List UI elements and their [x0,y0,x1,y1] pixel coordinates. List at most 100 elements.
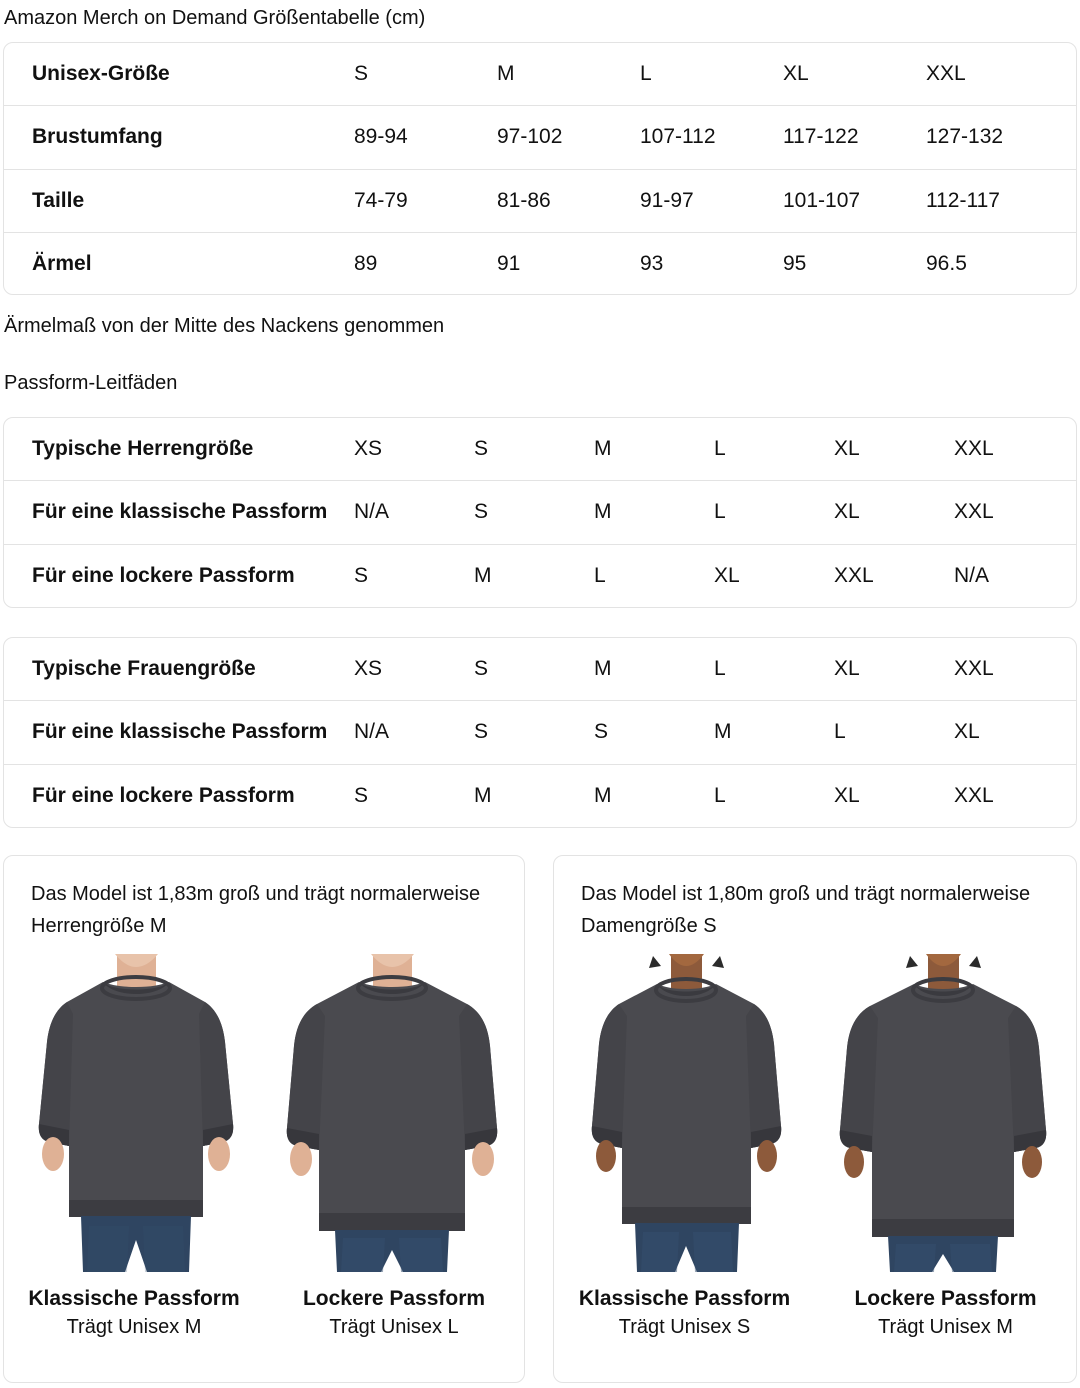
womens-relaxed-2: M [474,784,492,808]
cell-chest-m: 97-102 [497,125,563,149]
mens-classic-1: N/A [354,500,390,524]
row-label-womens-classic-fit: Für eine klassische Passform [32,720,328,744]
womens-size-header-s: S [474,657,489,681]
mens-size-header-xl: XL [834,437,860,461]
wears-label-classic-men: Trägt Unisex M [66,1316,202,1339]
mens-size-header-xxl: XXL [954,437,994,461]
cell-waist-s: 74-79 [354,188,408,212]
model-images-men [4,942,524,1272]
mens-relaxed-1: S [354,564,369,588]
mens-classic-3: M [594,500,612,524]
womens-size-header-l: L [714,657,726,681]
fit-label-classic-women: Klassische Passform [578,1287,791,1310]
mens-relaxed-4: XL [714,564,740,588]
womens-size-header-m: M [594,657,612,681]
womens-classic-5: L [834,720,846,744]
womens-relaxed-3: M [594,784,612,808]
fit-label-relaxed-men: Lockere Passform [302,1287,486,1310]
mens-classic-2: S [474,500,489,524]
cell-sleeve-m: 91 [497,252,521,276]
page-title: Amazon Merch on Demand Größentabelle (cm… [4,7,426,29]
sleeve-measurement-note: Ärmelmaß von der Mitte des Nackens genom… [4,315,445,337]
wears-label-relaxed-women: Trägt Unisex M [878,1316,1013,1339]
row-label-mens-classic-fit: Für eine klassische Passform [32,500,328,524]
cell-sleeve-xxl: 96.5 [926,252,967,276]
womens-relaxed-5: XL [834,784,860,808]
cell-chest-xl: 117-122 [783,125,859,149]
label-group-classic-women: Klassische Passform Trägt Unisex S [559,1286,810,1342]
mens-relaxed-2: M [474,564,492,588]
womens-classic-4: M [714,720,732,744]
womens-relaxed-4: L [714,784,726,808]
cell-sleeve-xl: 95 [783,252,807,276]
row-label-waist: Taille [32,188,85,212]
table-row: Für eine klassische Passform N/A S S M L… [4,701,1076,765]
size-header-l: L [640,62,652,86]
womens-classic-3: S [594,720,609,744]
mens-relaxed-6: N/A [954,564,990,588]
size-header-xxl: XXL [926,62,966,86]
mens-size-header-s: S [474,437,489,461]
fit-guide-table-women: Typische Frauengröße XS S M L XL XXL Für… [3,637,1077,828]
model-classic-fit-men [13,954,259,1272]
womens-relaxed-6: XXL [954,784,994,808]
table-row: Für eine lockere Passform S M L XL XXL N… [4,545,1076,607]
model-labels-women: Klassische Passform Trägt Unisex S Locke… [554,1272,1076,1342]
model-height-note-men: Das Model ist 1,83m groß und trägt norma… [31,883,481,937]
fit-guide-table-men: Typische Herrengröße XS S M L XL XXL Für… [3,417,1077,608]
womens-relaxed-1: S [354,784,369,808]
fit-label-relaxed-women: Lockere Passform [854,1287,1037,1310]
table-header-row: Unisex-Größe S M L XL XXL [4,43,1076,107]
table-row: Brustumfang 89-94 97-102 107-112 117-122… [4,106,1076,170]
cell-chest-xxl: 127-132 [926,125,1004,149]
female-model-relaxed-fit-image [836,954,1051,1272]
fit-guides-title: Passform-Leitfäden [4,372,178,394]
womens-size-header-xl: XL [834,657,860,681]
cell-chest-s: 89-94 [354,125,408,149]
model-classic-fit-women [563,954,810,1272]
womens-size-header-xs: XS [354,657,383,681]
womens-classic-2: S [474,720,489,744]
model-relaxed-fit-women [820,954,1067,1272]
male-model-relaxed-fit-image [284,954,500,1272]
size-header-s: S [354,62,369,86]
womens-classic-6: XL [954,720,980,744]
measurement-table: Unisex-Größe S M L XL XXL Brustumfang 89… [3,42,1077,295]
column-header-typical-womens-size: Typische Frauengröße [32,657,256,681]
mens-size-header-l: L [714,437,726,461]
cell-waist-xl: 101-107 [783,188,861,212]
wears-label-classic-women: Trägt Unisex S [618,1316,751,1339]
mens-classic-5: XL [834,500,860,524]
cell-waist-m: 81-86 [497,188,551,212]
cell-waist-xxl: 112-117 [926,188,1000,212]
table-row: Ärmel 89 91 93 95 96.5 [4,233,1076,294]
model-labels-men: Klassische Passform Trägt Unisex M Locke… [4,1272,524,1342]
cell-chest-l: 107-112 [640,125,716,149]
womens-classic-1: N/A [354,720,390,744]
male-model-classic-fit-image [28,954,244,1272]
table-header-row: Typische Herrengröße XS S M L XL XXL [4,418,1076,482]
column-header-unisex-size: Unisex-Größe [32,62,170,86]
row-label-sleeve: Ärmel [32,252,92,276]
mens-relaxed-5: XXL [834,564,874,588]
model-relaxed-fit-men [269,954,515,1272]
label-group-classic-men: Klassische Passform Trägt Unisex M [9,1286,259,1342]
cell-waist-l: 91-97 [640,188,694,212]
mens-relaxed-3: L [594,564,606,588]
label-group-relaxed-men: Lockere Passform Trägt Unisex L [269,1286,519,1342]
table-row: Für eine lockere Passform S M M L XL XXL [4,765,1076,827]
wears-label-relaxed-men: Trägt Unisex L [329,1316,459,1339]
table-row: Für eine klassische Passform N/A S M L X… [4,481,1076,545]
label-group-relaxed-women: Lockere Passform Trägt Unisex M [820,1286,1071,1342]
cell-sleeve-s: 89 [354,252,378,276]
size-header-xl: XL [783,62,809,86]
model-card-men: Das Model ist 1,83m groß und trägt norma… [3,855,525,1383]
mens-classic-6: XXL [954,500,994,524]
mens-size-header-m: M [594,437,612,461]
model-height-note-women: Das Model ist 1,80m groß und trägt norma… [581,883,1031,937]
cell-sleeve-l: 93 [640,252,664,276]
row-label-chest: Brustumfang [32,125,163,149]
row-label-mens-relaxed-fit: Für eine lockere Passform [32,564,295,588]
fit-label-classic-men: Klassische Passform [28,1287,240,1310]
